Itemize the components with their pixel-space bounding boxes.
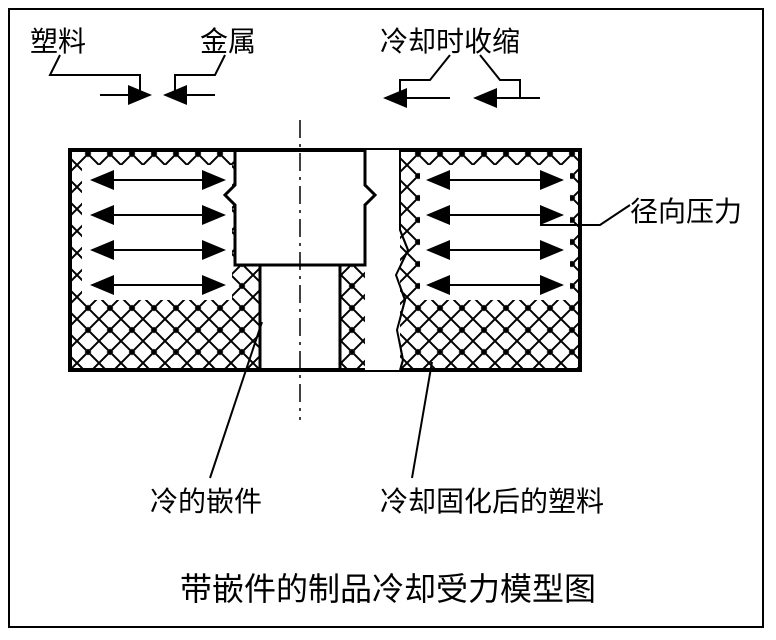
label-plastic: 塑料 [30, 20, 86, 60]
force-zone-left [82, 165, 232, 300]
leader-shrink-1 [400, 55, 450, 98]
leader-plastic [50, 55, 140, 95]
leader-cured-plastic [412, 362, 432, 478]
label-metal: 金属 [200, 20, 256, 60]
label-cured-plastic: 冷却固化后的塑料 [380, 480, 604, 520]
leader-metal [175, 55, 225, 95]
label-shrink: 冷却时收缩 [380, 20, 520, 60]
cured-gap-fill [365, 150, 400, 370]
diagram-title: 带嵌件的制品冷却受力模型图 [0, 564, 776, 610]
leader-shrink-2 [480, 55, 520, 98]
label-cold-insert: 冷的嵌件 [150, 480, 262, 520]
label-radial: 径向压力 [630, 190, 742, 230]
diagram-svg [0, 0, 776, 640]
force-zone-right [420, 165, 570, 300]
